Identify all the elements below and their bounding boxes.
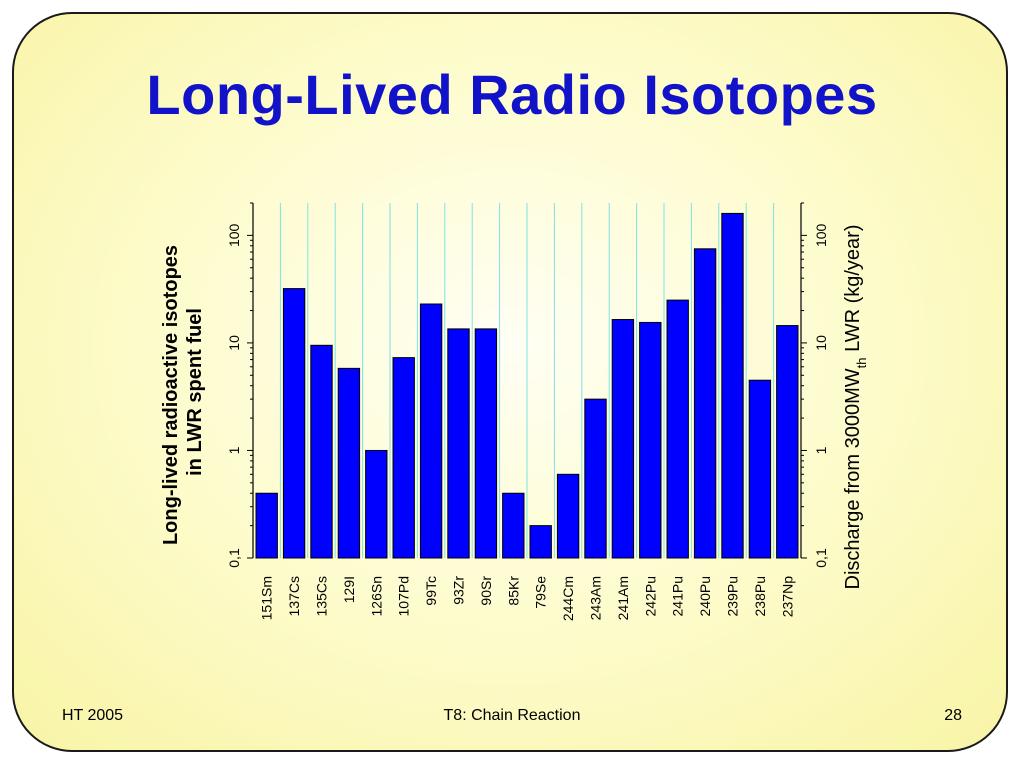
x-tick-label: 107Pd	[396, 576, 412, 616]
bar-239Pu	[721, 212, 744, 559]
y-axis-label-left-line2: in LWR spent fuel	[184, 308, 206, 476]
y-axis-label-right-main: Discharge from 3000MW	[842, 368, 864, 589]
x-tick-label: 126Sn	[368, 576, 384, 616]
bar-93Zr	[447, 328, 470, 559]
footer-date: HT 2005	[62, 707, 124, 724]
y-tick-label-right: 10	[813, 335, 829, 351]
y-axis-label-right-tail: LWR (kg/year)	[842, 224, 864, 357]
bar-90Sr	[474, 328, 498, 559]
bar-129I	[337, 367, 361, 559]
x-tick-label: 237Np	[779, 576, 795, 617]
x-tick-label: 244Cm	[560, 576, 576, 621]
bar-237Np	[776, 325, 799, 559]
slide-title: Long-Lived Radio Isotopes	[146, 63, 878, 126]
x-tick-label: 243Am	[588, 576, 604, 620]
x-tick-label: 90Sr	[478, 576, 494, 606]
x-tick-label: 242Pu	[642, 576, 658, 616]
bar-244Cm	[556, 473, 580, 559]
x-tick-label: 85Kr	[505, 576, 521, 606]
bar-241Am	[611, 319, 635, 559]
x-tick-label: 93Zr	[451, 576, 467, 605]
y-tick-label-left: 1	[226, 446, 242, 454]
y-tick-label-left: 10	[226, 335, 242, 351]
bar-135Cs	[310, 344, 333, 559]
y-ticks-left: 0,1 1 10 100	[226, 202, 253, 568]
bar-242Pu	[639, 321, 662, 559]
bar-126Sn	[365, 449, 388, 559]
y-tick-label-right: 100	[813, 223, 829, 247]
x-tick-label: 137Cs	[286, 576, 302, 616]
y-tick-label-right: 1	[813, 446, 829, 454]
bar-243Am	[584, 398, 607, 559]
bar-107Pd	[392, 357, 415, 559]
bar-240Pu	[693, 248, 717, 559]
x-tick-label: 238Pu	[752, 576, 768, 616]
y-tick-label-left: 0,1	[226, 548, 242, 568]
y-axis-label-left-line1: Long-lived radioactive isotopes	[160, 245, 182, 545]
slide-frame	[12, 12, 1008, 752]
x-tick-label: 151Sm	[259, 576, 275, 620]
footer-topic: T8: Chain Reaction	[443, 707, 581, 724]
x-tick-label: 79Se	[533, 576, 549, 609]
x-tick-label: 241Pu	[670, 576, 686, 616]
y-tick-label-left: 100	[226, 223, 242, 247]
y-tick-label-right: 0,1	[813, 548, 829, 568]
category-dividers	[279, 203, 775, 558]
x-tick-label: 241Am	[615, 576, 631, 620]
axes	[252, 203, 802, 558]
bar-241Pu	[666, 299, 689, 559]
bars	[255, 212, 799, 559]
x-tick-label: 99Tc	[423, 576, 439, 606]
x-tick-label: 240Pu	[697, 576, 713, 616]
y-axis-label-right-sub: th	[854, 357, 869, 368]
bar-151Sm	[255, 492, 278, 559]
x-tick-label: 129I	[341, 576, 357, 603]
x-tick-label: 135Cs	[314, 576, 330, 616]
y-axis-label-right: Discharge from 3000MWth LWR (kg/year)	[842, 224, 869, 589]
y-ticks-right: 0,1 1 10 100	[801, 202, 829, 568]
bar-238Pu	[748, 379, 772, 559]
bar-99Tc	[419, 303, 443, 559]
footer-page-number: 28	[944, 707, 962, 724]
bar-137Cs	[282, 288, 306, 559]
bar-79Se	[529, 525, 552, 559]
bar-85Kr	[502, 492, 525, 559]
x-tick-label: 239Pu	[725, 576, 741, 616]
x-tick-labels: 151Sm 137Cs 135Cs 129I 126Sn 107Pd 99Tc 93Zr 90S…	[259, 576, 796, 621]
